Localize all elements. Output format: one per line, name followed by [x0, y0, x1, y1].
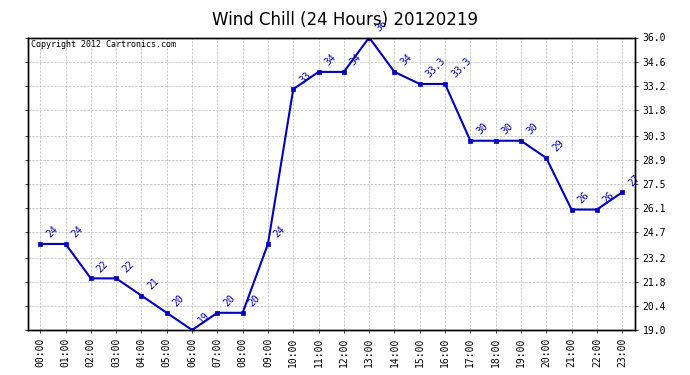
Text: 30: 30 — [500, 121, 515, 136]
Text: 36: 36 — [373, 18, 388, 33]
Text: 26: 26 — [575, 190, 591, 206]
Text: 34: 34 — [323, 53, 338, 68]
Text: 30: 30 — [525, 121, 540, 136]
Text: 22: 22 — [95, 259, 110, 274]
Text: 19: 19 — [196, 310, 212, 326]
Text: 30: 30 — [475, 121, 490, 136]
Text: 34: 34 — [399, 53, 414, 68]
Text: 22: 22 — [120, 259, 136, 274]
Text: 21: 21 — [146, 276, 161, 291]
Text: 26: 26 — [601, 190, 616, 206]
Text: 20: 20 — [171, 293, 186, 309]
Text: Wind Chill (24 Hours) 20120219: Wind Chill (24 Hours) 20120219 — [212, 11, 478, 29]
Text: Copyright 2012 Cartronics.com: Copyright 2012 Cartronics.com — [30, 40, 176, 50]
Text: 34: 34 — [348, 53, 364, 68]
Text: 33.3: 33.3 — [449, 56, 473, 80]
Text: 24: 24 — [272, 224, 288, 240]
Text: 33: 33 — [297, 70, 313, 85]
Text: 20: 20 — [221, 293, 237, 309]
Text: 24: 24 — [70, 224, 85, 240]
Text: 27: 27 — [627, 173, 642, 188]
Text: 24: 24 — [44, 224, 60, 240]
Text: 33.3: 33.3 — [424, 56, 448, 80]
Text: 29: 29 — [551, 138, 566, 154]
Text: 20: 20 — [247, 293, 262, 309]
